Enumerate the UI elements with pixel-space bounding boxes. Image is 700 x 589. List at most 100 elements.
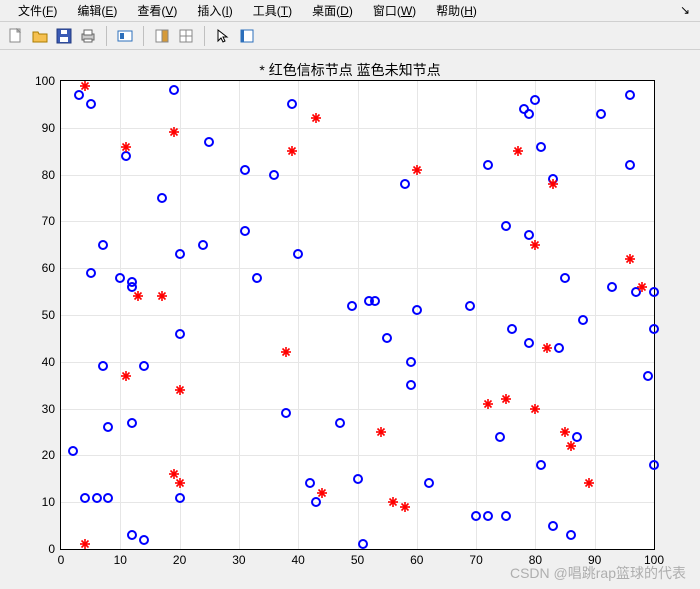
data-cursor-button[interactable] <box>237 26 257 46</box>
blue-unknown-node <box>596 109 606 119</box>
blue-unknown-node <box>175 493 185 503</box>
blue-unknown-node <box>305 478 315 488</box>
blue-unknown-node <box>501 511 511 521</box>
x-tick-label: 70 <box>469 553 482 567</box>
blue-unknown-node <box>86 268 96 278</box>
blue-unknown-node <box>98 361 108 371</box>
red-beacon-node <box>584 478 594 488</box>
blue-unknown-node <box>169 85 179 95</box>
y-tick-label: 80 <box>42 168 55 182</box>
menu-edit[interactable]: 编辑(E) <box>67 0 127 21</box>
link-button[interactable] <box>115 26 135 46</box>
blue-unknown-node <box>370 296 380 306</box>
blue-unknown-node <box>424 478 434 488</box>
blue-unknown-node <box>80 493 90 503</box>
grid-line <box>61 268 654 269</box>
red-beacon-node <box>80 539 90 549</box>
print-button[interactable] <box>78 26 98 46</box>
blue-unknown-node <box>560 273 570 283</box>
blue-unknown-node <box>501 221 511 231</box>
blue-unknown-node <box>400 179 410 189</box>
edit-plot-button[interactable] <box>152 26 172 46</box>
grid-line <box>61 362 654 363</box>
blue-unknown-node <box>293 249 303 259</box>
blue-unknown-node <box>175 329 185 339</box>
blue-unknown-node <box>198 240 208 250</box>
pointer-button[interactable] <box>213 26 233 46</box>
red-beacon-node <box>513 146 523 156</box>
red-beacon-node <box>175 385 185 395</box>
blue-unknown-node <box>103 493 113 503</box>
insert-colorbar-button[interactable] <box>176 26 196 46</box>
blue-unknown-node <box>406 380 416 390</box>
toolbar-separator <box>143 26 144 46</box>
x-tick-label: 20 <box>173 553 186 567</box>
menu-file[interactable]: 文件(F) <box>8 0 67 21</box>
blue-unknown-node <box>507 324 517 334</box>
x-tick-label: 30 <box>232 553 245 567</box>
x-tick-label: 60 <box>410 553 423 567</box>
blue-unknown-node <box>98 240 108 250</box>
figure-area: * 红色信标节点 蓝色未知节点 010203040506070809010001… <box>0 50 700 589</box>
blue-unknown-node <box>536 460 546 470</box>
blue-unknown-node <box>358 539 368 549</box>
red-beacon-node <box>311 113 321 123</box>
blue-unknown-node <box>281 408 291 418</box>
menu-view[interactable]: 查看(V) <box>127 0 187 21</box>
new-figure-button[interactable] <box>6 26 26 46</box>
blue-unknown-node <box>86 99 96 109</box>
menubar: 文件(F) 编辑(E) 查看(V) 插入(I) 工具(T) 桌面(D) 窗口(W… <box>0 0 700 22</box>
menu-overflow-icon[interactable]: ↘ <box>680 3 690 17</box>
y-tick-label: 40 <box>42 355 55 369</box>
y-tick-label: 100 <box>35 74 55 88</box>
blue-unknown-node <box>578 315 588 325</box>
watermark: CSDN @唱跳rap篮球的代表 <box>510 563 686 583</box>
toolbar-separator <box>204 26 205 46</box>
blue-unknown-node <box>536 142 546 152</box>
grid-line <box>61 128 654 129</box>
blue-unknown-node <box>471 511 481 521</box>
open-button[interactable] <box>30 26 50 46</box>
red-beacon-node <box>412 165 422 175</box>
menu-window[interactable]: 窗口(W) <box>363 0 426 21</box>
menu-help[interactable]: 帮助(H) <box>426 0 487 21</box>
blue-unknown-node <box>121 151 131 161</box>
red-beacon-node <box>625 254 635 264</box>
red-beacon-node <box>133 291 143 301</box>
menu-desktop[interactable]: 桌面(D) <box>302 0 363 21</box>
blue-unknown-node <box>566 530 576 540</box>
blue-unknown-node <box>412 305 422 315</box>
blue-unknown-node <box>406 357 416 367</box>
blue-unknown-node <box>127 530 137 540</box>
blue-unknown-node <box>311 497 321 507</box>
blue-unknown-node <box>530 95 540 105</box>
x-tick-label: 0 <box>58 553 65 567</box>
red-beacon-node <box>530 404 540 414</box>
red-beacon-node <box>501 394 511 404</box>
blue-unknown-node <box>465 301 475 311</box>
red-beacon-node <box>530 240 540 250</box>
menu-tools[interactable]: 工具(T) <box>243 0 302 21</box>
blue-unknown-node <box>625 90 635 100</box>
blue-unknown-node <box>287 99 297 109</box>
red-beacon-node <box>560 427 570 437</box>
blue-unknown-node <box>483 511 493 521</box>
red-beacon-node <box>175 478 185 488</box>
y-tick-label: 90 <box>42 121 55 135</box>
blue-unknown-node <box>649 287 659 297</box>
blue-unknown-node <box>495 432 505 442</box>
blue-unknown-node <box>524 109 534 119</box>
y-tick-label: 70 <box>42 214 55 228</box>
blue-unknown-node <box>103 422 113 432</box>
red-beacon-node <box>388 497 398 507</box>
red-beacon-node <box>548 179 558 189</box>
blue-unknown-node <box>127 418 137 428</box>
red-beacon-node <box>637 282 647 292</box>
red-beacon-node <box>376 427 386 437</box>
blue-unknown-node <box>68 446 78 456</box>
menu-insert[interactable]: 插入(I) <box>187 0 242 21</box>
scatter-plot[interactable]: 0102030405060708090100010203040506070809… <box>60 80 655 550</box>
blue-unknown-node <box>524 338 534 348</box>
save-button[interactable] <box>54 26 74 46</box>
y-tick-label: 60 <box>42 261 55 275</box>
